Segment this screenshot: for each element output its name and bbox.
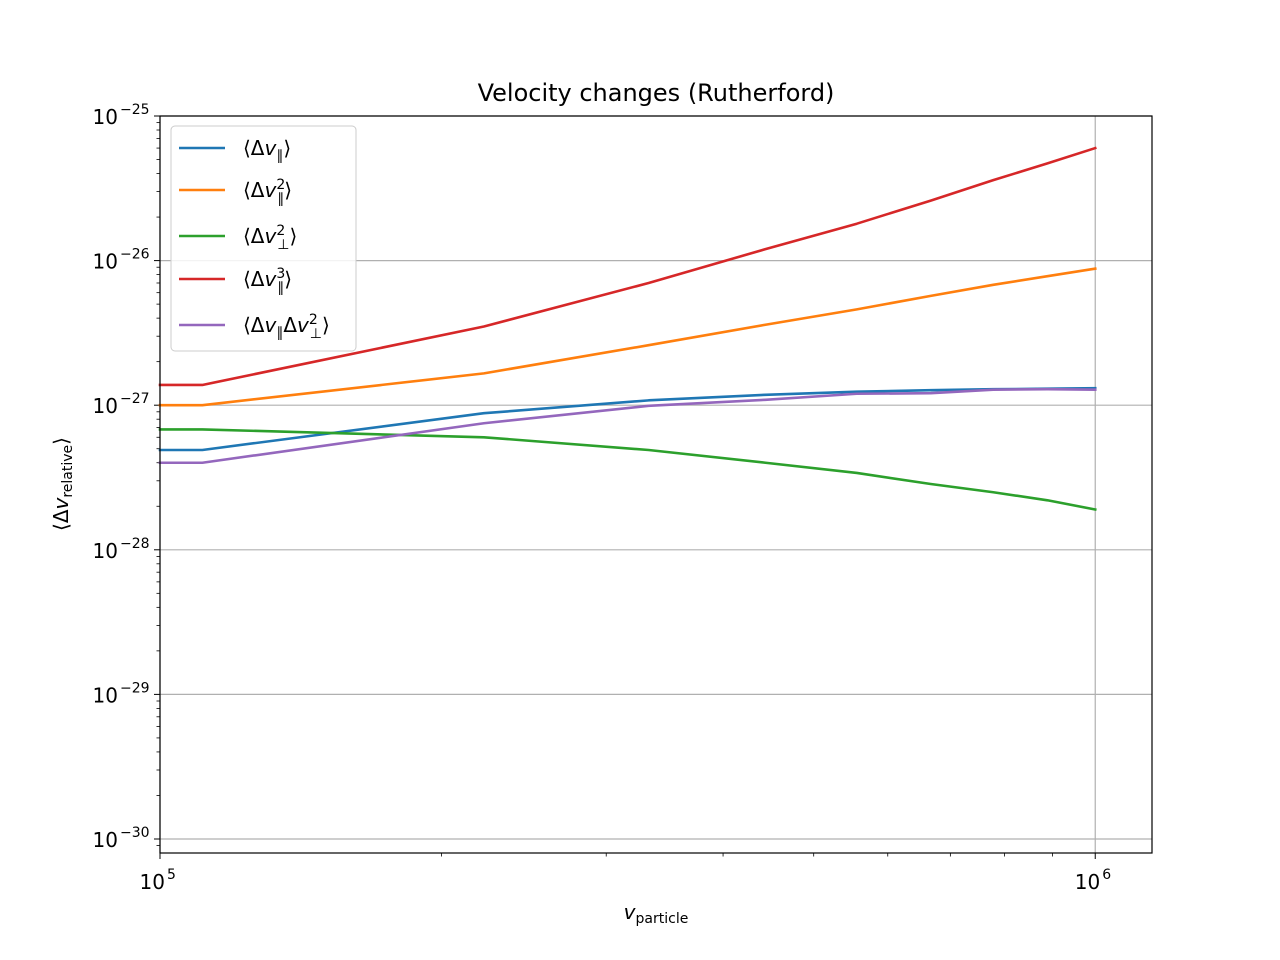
legend-box: [170, 125, 357, 352]
y-tick-exponent: −25: [120, 102, 150, 118]
y-tick-label: 10: [93, 828, 118, 852]
legend: ⟨Δv∥⟩ ⟨Δv2 ∥⟩ ⟨Δv2 ⊥⟩ ⟨Δv3 ∥⟩ ⟨Δv∥Δv2 ⊥⟩: [170, 125, 357, 352]
series-line-dv-perp-sq: [158, 428, 1097, 512]
series-lines: [158, 146, 1097, 512]
y-tick-exponent: −27: [120, 391, 150, 407]
plot-frame: [159, 115, 1153, 854]
y-tick-mantissa: 10: [93, 539, 118, 563]
series-line-dv-par-cube: [158, 146, 1097, 387]
x-tick-mantissa: 10: [140, 870, 165, 894]
y-tick-exponent: −28: [120, 536, 150, 552]
y-tick-label: 10: [93, 683, 118, 707]
y-tick-exponent: −29: [120, 680, 150, 696]
y-tick-label: 10: [93, 250, 118, 274]
y-tick-label: 10: [93, 394, 118, 418]
chart-title: Velocity changes (Rutherford): [478, 79, 835, 107]
y-tick-mantissa: 10: [93, 105, 118, 129]
y-tick-label: 10: [93, 539, 118, 563]
series-line-dv-par-dv-perp-sq: [158, 387, 1097, 465]
legend-label-dv-par: ⟨Δv∥⟩: [243, 136, 291, 164]
x-tick-mantissa: 10: [1075, 870, 1100, 894]
x-tick-exponent: 5: [167, 867, 176, 883]
y-tick-exponent: −26: [120, 247, 150, 263]
y-tick-mantissa: 10: [93, 683, 118, 707]
y-tick-mantissa: 10: [93, 828, 118, 852]
y-tick-exponent: −30: [120, 825, 150, 841]
y-tick-label: 10: [93, 105, 118, 129]
y-tick-mantissa: 10: [93, 250, 118, 274]
x-tick-exponent: 6: [1102, 867, 1111, 883]
y-tick-mantissa: 10: [93, 394, 118, 418]
series-line-dv-par-sq: [158, 267, 1097, 407]
